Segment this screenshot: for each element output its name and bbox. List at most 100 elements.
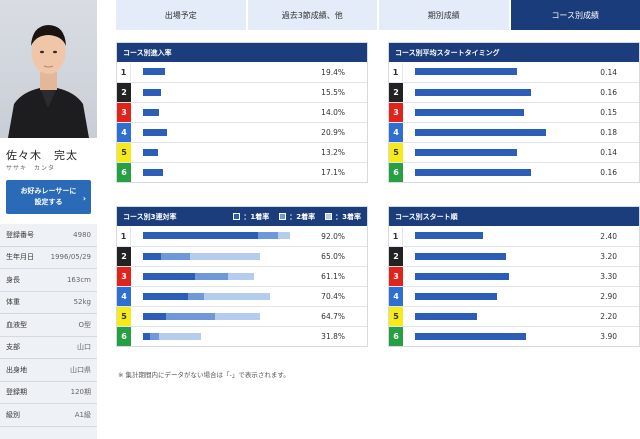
bar-segment [227,273,254,280]
panel-rows: 1 0.14 2 0.16 3 0.15 4 0.18 5 0.14 6 0.16 [389,62,639,182]
lane-row: 6 3.90 [389,326,639,346]
panel-rows: 1 19.4% 2 15.5% 3 14.0% 4 20.9% 5 13.2% 6 17.1% [117,62,367,182]
bar-group [415,109,525,116]
bar-segment [277,232,290,239]
bar-segment [143,149,159,156]
panel-header: コース別3連対率 ：1着率 ：2着率 ：3着率 [117,207,367,226]
profile-value: 4980 [73,230,91,239]
row-value: 0.18 [600,128,617,137]
lane-row: 6 0.16 [389,162,639,182]
profile-key: 出身地 [6,365,27,374]
bar-group [143,232,290,239]
lane-row: 2 15.5% [117,82,367,102]
panel-avg-start-timing: コース別平均スタートタイミング 1 0.14 2 0.16 3 0.15 4 0.18 5 0.1… [388,42,640,183]
row-value: 61.1% [321,272,345,281]
bar-segment [415,109,525,116]
bar-segment [214,313,260,320]
profile-value: 山口 [77,343,91,352]
profile-key: 支部 [6,343,20,352]
bar-group [415,273,509,280]
row-value: 3.30 [600,272,617,281]
bar-group [143,313,260,320]
row-value: 3.90 [600,332,617,341]
bar-segment [159,333,201,340]
bar-segment [143,313,167,320]
lane-number-badge: 5 [389,143,403,162]
chevron-right-icon: › [82,194,86,203]
lane-row: 1 92.0% [117,226,367,246]
lane-row: 4 0.18 [389,122,639,142]
row-value: 70.4% [321,292,345,301]
row-value: 15.5% [321,88,345,97]
bar-group [415,169,532,176]
tab-3[interactable]: コース別成績 [510,0,640,30]
bar-segment [415,333,526,340]
profile-key: 身長 [6,275,20,284]
lane-number-badge: 6 [389,163,403,182]
tab-0[interactable]: 出場予定 [116,0,248,30]
lane-number-badge: 3 [389,103,403,122]
bar-segment [188,293,205,300]
lane-row: 6 31.8% [117,326,367,346]
bar-segment [143,253,161,260]
bar-group [415,129,546,136]
lane-row: 6 17.1% [117,162,367,182]
legend-label: ：2着率 [289,212,316,221]
legend-label: ：3着率 [335,212,361,221]
row-value: 65.0% [321,252,345,261]
tab-1[interactable]: 過去3節成績、他 [247,0,379,30]
lane-row: 4 70.4% [117,286,367,306]
bar-group [143,109,160,116]
row-value: 0.15 [600,108,617,117]
bar-group [415,313,478,320]
bar-segment [143,129,168,136]
bar-group [415,232,484,239]
bar-segment [150,333,160,340]
lane-number-badge: 5 [389,307,403,326]
bar-segment [415,169,532,176]
bar-segment [143,68,166,75]
bar-segment [415,253,506,260]
profile-row: 生年月日 1996/05/29 [0,247,97,269]
panel-top3-rate: コース別3連対率 ：1着率 ：2着率 ：3着率 1 92.0% 2 65.0% 3 61.… [116,206,368,347]
panel-title: コース別スタート順 [389,207,639,226]
row-value: 0.14 [600,148,617,157]
lane-row: 2 0.16 [389,82,639,102]
profile-value: O型 [78,320,91,329]
lane-number-badge: 3 [117,103,131,122]
bar-segment [415,273,509,280]
row-value: 13.2% [321,148,345,157]
bar-segment [143,273,196,280]
bar-segment [161,253,190,260]
bar-segment [415,232,484,239]
panel-title: コース別進入率 [117,43,367,62]
profile-key: 血液型 [6,320,27,329]
legend: ：1着率 ：2着率 ：3着率 [233,207,361,226]
tab-2[interactable]: 期別成績 [379,0,511,30]
profile-row: 登録番号 4980 [0,224,97,247]
lane-row: 5 0.14 [389,142,639,162]
profile-value: 163cm [66,275,91,284]
profile-row: 出身地 山口県 [0,359,97,382]
bar-segment [415,149,517,156]
row-value: 17.1% [321,168,345,177]
profile-table: 登録番号 4980 生年月日 1996/05/29 身長 163cm 体重 52kg 血液型 O型… [0,224,97,427]
legend-item: ：1着率 [233,212,269,222]
row-value: 19.4% [321,67,345,77]
panel-start-position: コース別スタート順 1 2.40 2 3.20 3 3.30 4 2.90 5 2.20 6 3.90 [388,206,640,347]
row-value: 64.7% [321,312,345,321]
bar-group [143,273,254,280]
profile-key: 登録期 [6,388,27,397]
bar-group [143,129,168,136]
bar-segment [143,169,163,176]
bar-segment [415,293,498,300]
favorite-racer-button[interactable]: お好みレーサーに 設定する › [6,180,91,214]
bar-group [415,149,517,156]
panel-entry-rate: コース別進入率 1 19.4% 2 15.5% 3 14.0% 4 20.9% 5 13.2% 6 1… [116,42,368,183]
bar-segment [415,89,532,96]
row-value: 31.8% [321,332,345,341]
legend-item: ：2着率 [279,212,315,222]
row-value: 0.14 [600,67,617,77]
bar-group [143,149,159,156]
panel-title: コース別平均スタートタイミング [389,43,639,62]
